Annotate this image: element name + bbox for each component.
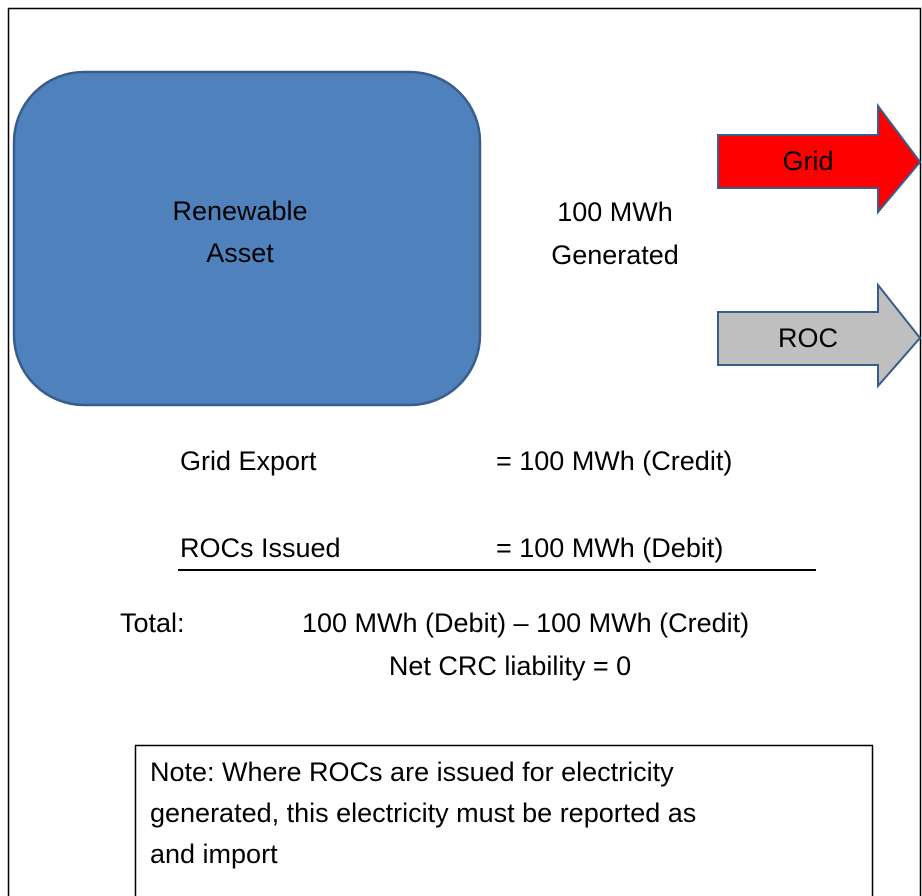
ledger-item: ROCs Issued (180, 533, 341, 563)
note-line: generated, this electricity must be repo… (150, 798, 696, 828)
note-line: Note: Where ROCs are issued for electric… (150, 757, 674, 787)
asset-box (12, 70, 482, 407)
flow-label: 100 MWh (557, 197, 673, 227)
arrow-label: ROC (778, 323, 838, 353)
ledger-item: Grid Export (180, 446, 317, 476)
asset-label: Asset (206, 238, 274, 268)
ledger-amount: = 100 MWh (Debit) (496, 533, 723, 563)
total-result: Net CRC liability = 0 (389, 651, 631, 681)
note-box (134, 744, 874, 896)
roc-arrow (717, 282, 922, 389)
ledger-amount: = 100 MWh (Credit) (496, 446, 732, 476)
flow-label: Generated (551, 240, 679, 270)
asset-label: Renewable (172, 196, 307, 226)
total-expression: 100 MWh (Debit) – 100 MWh (Credit) (302, 608, 749, 638)
total-label: Total: (120, 608, 185, 638)
note-line: and import (150, 839, 278, 869)
arrow-label: Grid (782, 146, 833, 176)
grid-arrow (717, 103, 922, 215)
